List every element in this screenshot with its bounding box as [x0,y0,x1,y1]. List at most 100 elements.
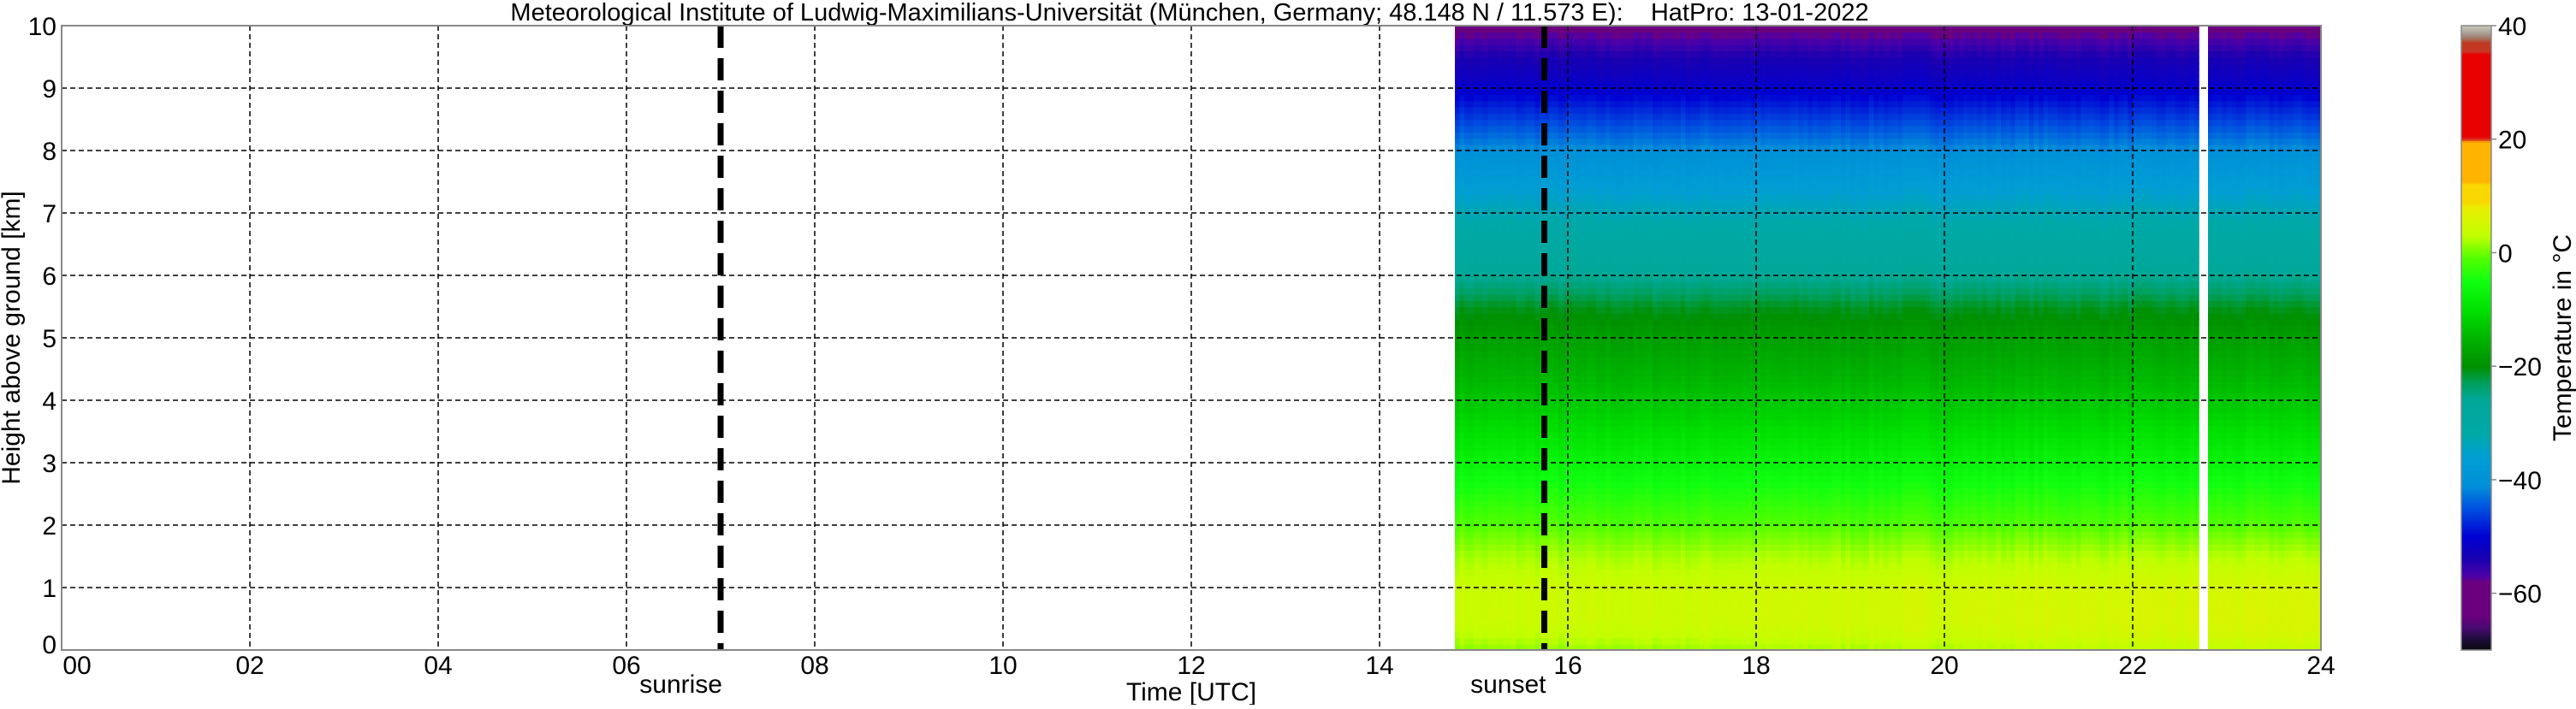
heatmap-cell [1464,182,1469,189]
heatmap-cell [1549,600,1554,607]
heatmap-cell [1511,557,1517,564]
heatmap-cell [1493,63,1498,70]
heatmap-cell [1526,531,1531,538]
heatmap-cell [1455,75,1460,82]
heatmap-cell [1474,369,1479,376]
heatmap-cell [1464,32,1469,38]
heatmap-cell [1474,482,1479,488]
heatmap-cell [1517,182,1522,189]
heatmap-cell [1511,344,1517,351]
heatmap-cell [1549,344,1554,351]
heatmap-cell [1535,569,1540,576]
heatmap-cell [1558,63,1564,70]
heatmap-cell [1479,425,1484,432]
heatmap-cell [1502,263,1507,269]
heatmap-cell [1460,425,1465,432]
heatmap-cell [1554,419,1559,426]
heatmap-cell [1460,406,1465,413]
heatmap-cell [1498,363,1503,369]
heatmap-cell [1479,612,1484,619]
heatmap-cell [1554,413,1559,420]
heatmap-cell [1568,469,1573,476]
heatmap-cell [1530,563,1535,570]
heatmap-cell [1488,232,1493,239]
heatmap-cell [1498,200,1503,207]
heatmap-cell [1460,369,1465,376]
heatmap-cell [1460,307,1465,314]
heatmap-cell [1511,338,1517,345]
heatmap-cell [1558,619,1564,626]
heatmap-cell [1460,175,1465,182]
heatmap-cell [1521,575,1526,582]
heatmap-cell [1568,432,1573,439]
heatmap-cell [1493,476,1498,482]
heatmap-cell [1507,438,1512,445]
heatmap-cell [1479,232,1484,239]
heatmap-cell [1507,126,1512,133]
heatmap-cell [1568,319,1573,326]
heatmap-cell [1488,625,1493,632]
heatmap-cell [1493,569,1498,576]
heatmap-cell [1507,113,1512,120]
heatmap-cell [1483,138,1488,145]
heatmap-cell [1483,325,1488,332]
heatmap-cell [1483,288,1488,295]
heatmap-cell [1535,351,1540,357]
heatmap-cell [1554,494,1559,501]
heatmap-cell [1460,200,1465,207]
heatmap-cell [1530,313,1535,320]
heatmap-cell [1517,38,1522,45]
heatmap-cell [1521,63,1526,70]
heatmap-cell [1507,107,1512,114]
heatmap-cell [1558,257,1564,263]
heatmap-cell [1483,594,1488,600]
heatmap-cell [1549,281,1554,288]
heatmap-cell [1474,375,1479,382]
heatmap-cell [1568,594,1573,600]
heatmap-cell [1554,113,1559,120]
heatmap-cell [1535,619,1540,626]
heatmap-cell [1535,50,1540,57]
heatmap-cell [1493,313,1498,320]
heatmap-cell [1464,419,1469,426]
heatmap-cell [1502,88,1507,95]
heatmap-cell [1549,538,1554,545]
heatmap-cell [1460,375,1465,382]
heatmap-cell [1554,625,1559,632]
heatmap-cell [1526,50,1531,57]
heatmap-cell [1549,500,1554,507]
heatmap-cell [1554,126,1559,133]
heatmap-cell [1502,38,1507,45]
heatmap-cell [1549,169,1554,176]
heatmap-cell [1530,232,1535,239]
heatmap-cell [1530,169,1535,176]
heatmap-cell [1488,26,1493,32]
heatmap-cell [1469,126,1475,133]
heatmap-cell [1558,631,1564,638]
heatmap-cell [1507,506,1512,513]
heatmap-cell [1460,313,1465,320]
heatmap-cell [1554,588,1559,594]
heatmap-cell [1507,26,1512,32]
heatmap-cell [1488,107,1493,114]
heatmap-cell [1526,44,1531,51]
heatmap-cell [1517,57,1522,64]
heatmap-cell [1474,525,1479,532]
heatmap-cell [1464,506,1469,513]
heatmap-cell [1535,101,1540,108]
heatmap-cell [1460,550,1465,557]
heatmap-cell [1507,319,1512,326]
heatmap-cell [1535,425,1540,432]
heatmap-cell [1517,138,1522,145]
heatmap-cell [1507,413,1512,420]
heatmap-cell [1488,482,1493,488]
heatmap-cell [1507,432,1512,439]
heatmap-cell [1474,344,1479,351]
heatmap-cell [1469,338,1475,345]
heatmap-cell [1511,425,1517,432]
heatmap-cell [1530,163,1535,170]
heatmap-cell [1526,182,1531,189]
heatmap-cell [1493,319,1498,326]
heatmap-cell [1483,113,1488,120]
heatmap-cell [1521,238,1526,245]
